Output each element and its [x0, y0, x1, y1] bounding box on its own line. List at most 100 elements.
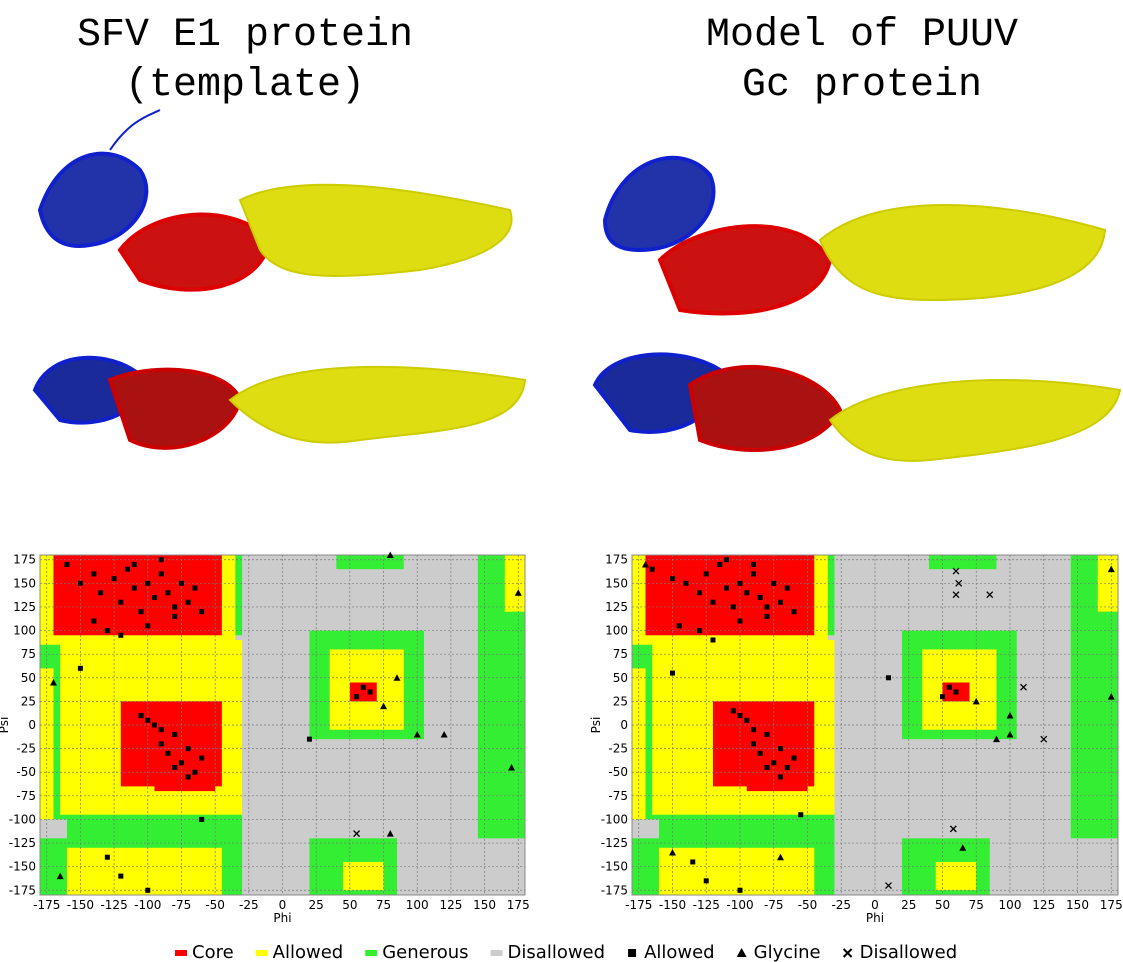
- point: [757, 750, 763, 756]
- x-tick-label: 50: [342, 898, 357, 912]
- point: [192, 769, 198, 775]
- y-tick-label: 50: [21, 671, 36, 685]
- y-tick-label: 125: [13, 600, 36, 614]
- legend-label: Glycine: [754, 942, 821, 962]
- region: [645, 555, 815, 636]
- point: [642, 560, 649, 568]
- y-axis-label: Psi: [589, 717, 603, 734]
- y-tick-label: 175: [13, 553, 36, 567]
- point: [199, 816, 205, 822]
- y-tick-label: -150: [601, 860, 628, 874]
- point: [798, 812, 804, 818]
- region: [632, 819, 659, 839]
- x-tick-label: -175: [625, 898, 652, 912]
- y-tick-label: -50: [16, 765, 36, 779]
- point: [885, 882, 892, 890]
- point: [178, 580, 184, 586]
- x-tick-label: 175: [507, 898, 530, 912]
- x-tick-label: 0: [279, 898, 287, 912]
- point: [185, 774, 191, 780]
- x-tick-label: -50: [798, 898, 818, 912]
- x-tick-label: 150: [473, 898, 496, 912]
- legend-swatch: [175, 950, 187, 956]
- y-tick-label: -175: [9, 883, 36, 897]
- x-tick-label: -50: [205, 898, 225, 912]
- point: [185, 599, 191, 605]
- point: [1107, 565, 1115, 573]
- point: [440, 730, 448, 738]
- x-tick-label: 125: [439, 898, 462, 912]
- point: [764, 731, 770, 737]
- point: [386, 551, 394, 558]
- structure-model-bottom: [592, 352, 1122, 462]
- point: [77, 665, 83, 671]
- point: [199, 609, 205, 615]
- point: [683, 580, 689, 586]
- legend-swatch: [842, 948, 853, 958]
- legend: Core Allowed Generous Disallowed Allowed Glyc…: [175, 942, 957, 962]
- point: [764, 613, 770, 619]
- point: [199, 755, 205, 761]
- point: [703, 878, 709, 884]
- region: [929, 555, 997, 570]
- point: [360, 684, 366, 690]
- point: [710, 637, 716, 643]
- y-tick-label: 125: [605, 600, 628, 614]
- region: [120, 701, 222, 787]
- y-tick-label: -125: [601, 836, 628, 850]
- region: [40, 819, 67, 839]
- x-tick-label: 100: [406, 898, 429, 912]
- point: [98, 590, 104, 596]
- plot-frame: [39, 554, 526, 896]
- point: [1107, 693, 1115, 700]
- point: [49, 679, 57, 686]
- point: [514, 589, 522, 596]
- x-tick-label: 100: [999, 898, 1022, 912]
- point: [744, 717, 750, 723]
- region: [53, 555, 222, 636]
- point: [165, 590, 171, 596]
- point: [955, 579, 963, 587]
- point: [771, 760, 777, 766]
- x-tick-label: 75: [376, 898, 391, 912]
- point: [946, 684, 952, 690]
- point: [145, 580, 151, 586]
- point: [986, 591, 994, 599]
- x-tick-label: 25: [309, 898, 324, 912]
- region: [504, 555, 525, 612]
- ramachandran-plot: -175 -150 -125 -100 -75 -50 -25 0 25 50 75 100 125 15…: [0, 551, 530, 925]
- x-tick-label: -75: [172, 898, 192, 912]
- point: [697, 628, 702, 634]
- point: [953, 689, 959, 695]
- x-axis-label: Phi: [273, 911, 291, 925]
- y-tick-label: -150: [9, 860, 36, 874]
- point: [354, 694, 360, 700]
- point: [178, 760, 184, 766]
- point: [751, 727, 756, 733]
- point: [353, 830, 361, 838]
- y-tick-label: -25: [608, 742, 628, 756]
- legend-swatch: [736, 948, 747, 957]
- y-tick-label: -75: [16, 789, 36, 803]
- x-tick-label: -100: [134, 898, 161, 912]
- x-tick-label: 150: [1066, 898, 1089, 912]
- x-tick-label: -25: [831, 898, 851, 912]
- x-tick-label: 0: [871, 898, 879, 912]
- y-tick-label: -100: [601, 812, 628, 826]
- point: [993, 735, 1000, 743]
- x-tick-label: -150: [67, 898, 94, 912]
- point: [172, 613, 178, 619]
- y-tick-label: -175: [601, 883, 628, 897]
- y-tick-label: 75: [613, 647, 628, 661]
- region: [343, 861, 384, 891]
- point: [886, 675, 891, 681]
- point: [77, 580, 83, 586]
- y-tick-label: 100: [605, 624, 628, 638]
- point: [158, 727, 164, 733]
- legend-label: Allowed: [273, 942, 344, 962]
- x-tick-label: 175: [1100, 898, 1123, 912]
- legend-swatch: [490, 950, 503, 956]
- point: [649, 566, 655, 572]
- structure-model-top: [602, 155, 1107, 316]
- point: [145, 887, 151, 893]
